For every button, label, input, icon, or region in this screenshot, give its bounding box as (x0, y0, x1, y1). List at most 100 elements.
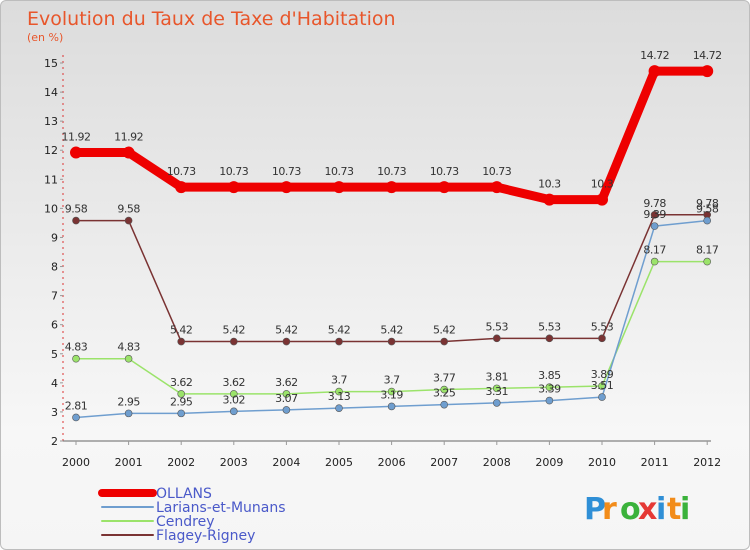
data-point (545, 334, 554, 343)
data-label: 3.81 (486, 370, 509, 383)
data-label: 9.78 (643, 197, 666, 210)
data-point (440, 385, 449, 394)
data-label: 10.73 (482, 165, 511, 178)
data-label: 3.77 (433, 372, 456, 385)
data-label: 5.42 (223, 324, 246, 337)
data-label: 2.95 (117, 395, 140, 408)
x-tick-label: 2007 (430, 456, 458, 469)
data-label: 9.58 (117, 203, 140, 216)
data-point (70, 146, 82, 159)
data-point (543, 193, 556, 206)
data-label: 5.53 (538, 320, 561, 333)
x-tick-label: 2001 (115, 456, 143, 469)
data-label: 9.78 (696, 197, 719, 210)
data-label: 9.39 (643, 208, 666, 221)
chart-title: Evolution du Taux de Taxe d'Habitation (27, 8, 396, 30)
data-label: 10.73 (430, 165, 459, 178)
data-point (385, 181, 398, 194)
x-tick-label: 2006 (378, 456, 406, 469)
data-point (282, 337, 291, 346)
y-tick-label: 13 (44, 115, 58, 128)
y-tick-label: 15 (44, 57, 58, 70)
logo-letter: P (584, 492, 606, 527)
data-point (596, 193, 608, 206)
logo-letter: r (602, 492, 617, 527)
data-label: 11.92 (114, 131, 143, 144)
data-point (438, 181, 451, 194)
data-labels: 11.92 11.92 10.73 10.73 10.73 10.73 10.73 10.73… (62, 49, 723, 412)
data-point (230, 337, 238, 346)
y-tick-label: 2 (51, 435, 58, 448)
data-label: 3.7 (331, 374, 347, 387)
data-label: 3.85 (538, 369, 561, 382)
data-label: 2.95 (170, 395, 193, 408)
x-tick-label: 2005 (325, 456, 353, 469)
y-tick-label: 5 (51, 348, 58, 361)
data-point (335, 337, 343, 346)
data-point (227, 181, 240, 194)
legend-label: Cendrey (156, 514, 215, 530)
data-label: 5.53 (591, 320, 614, 333)
data-label: 3.02 (223, 393, 246, 406)
data-point (177, 409, 185, 418)
data-label: 3.07 (275, 392, 298, 405)
data-point (701, 65, 714, 78)
legend-label: Larians-et-Munans (156, 500, 286, 516)
data-label: 5.42 (275, 324, 298, 337)
data-point (124, 354, 133, 363)
data-point (122, 146, 135, 159)
data-label: 10.73 (219, 165, 248, 178)
data-label: 10.73 (167, 165, 196, 178)
data-point (598, 393, 606, 401)
data-label: 5.42 (433, 324, 456, 337)
x-tick-label: 2009 (535, 456, 563, 469)
y-tick-label: 11 (44, 173, 58, 186)
data-label: 3.39 (538, 383, 561, 396)
x-tick-label: 2008 (483, 456, 511, 469)
legend: OLLANSLarians-et-MunansCendreyFlagey-Rig… (98, 486, 286, 544)
data-point (387, 402, 396, 411)
y-tick-label: 4 (51, 377, 58, 390)
data-point (72, 216, 80, 225)
data-label: 8.17 (696, 244, 719, 257)
data-point (230, 390, 238, 398)
data-point (492, 384, 501, 393)
data-label: 9.58 (696, 203, 719, 216)
data-label: 4.83 (117, 341, 140, 354)
chart-subtitle: (en %) (27, 31, 63, 44)
x-tick-label: 2003 (220, 456, 248, 469)
y-tick-label: 14 (44, 86, 58, 99)
data-label: 3.13 (328, 390, 351, 403)
logo-letter: i (656, 492, 666, 527)
data-point (703, 257, 712, 266)
y-tick-label: 10 (44, 202, 58, 215)
data-label: 3.7 (384, 374, 400, 387)
y-tick-label: 8 (51, 261, 58, 274)
data-label: 3.25 (433, 387, 456, 400)
x-tick-label: 2011 (641, 456, 669, 469)
logo-letter: x (638, 492, 657, 527)
data-point (650, 222, 659, 230)
data-point (72, 354, 80, 363)
data-point (124, 409, 133, 418)
data-point (177, 390, 185, 398)
logo-letter: i (680, 492, 690, 527)
y-tick-label: 9 (51, 231, 58, 244)
proxiti-logo: Pr oxi ti (584, 492, 690, 527)
x-tick-label: 2010 (588, 456, 616, 469)
data-point (177, 337, 185, 346)
data-label: 5.53 (486, 320, 509, 333)
x-tick-label: 2002 (167, 456, 195, 469)
data-label: 10.73 (272, 165, 301, 178)
logo-letter: t (667, 492, 681, 527)
data-point (440, 337, 449, 346)
data-label: 3.89 (591, 368, 614, 381)
x-tick-label: 2000 (62, 456, 90, 469)
legend-label: OLLANS (156, 486, 212, 502)
data-point (545, 383, 554, 392)
data-label: 10.3 (538, 178, 561, 191)
data-label: 3.62 (170, 376, 193, 389)
data-point (492, 399, 501, 407)
